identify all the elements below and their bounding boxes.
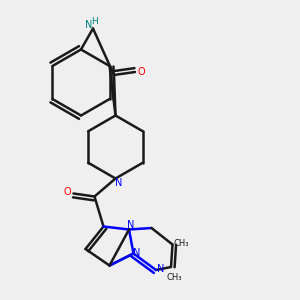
Text: CH₃: CH₃ [174,238,189,247]
Text: O: O [63,187,71,197]
Text: N: N [85,20,92,30]
Text: N: N [157,263,164,274]
Text: CH₃: CH₃ [166,273,182,282]
Text: N: N [127,220,134,230]
Text: H: H [91,16,98,26]
Text: O: O [137,67,145,77]
Text: N: N [115,178,122,188]
Text: N: N [133,248,140,259]
